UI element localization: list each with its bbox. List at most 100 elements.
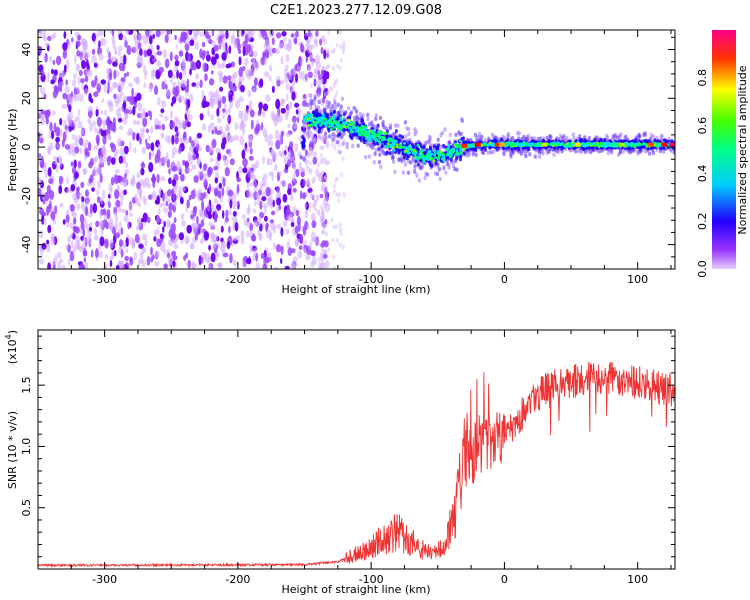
noise-speckle — [253, 50, 258, 58]
noise-speckle — [313, 151, 318, 157]
noise-speckle — [273, 266, 279, 269]
noise-speckle — [232, 85, 238, 92]
noise-speckle — [179, 136, 182, 143]
noise-speckle — [134, 233, 140, 244]
noise-speckle — [330, 217, 334, 223]
noise-speckle — [145, 138, 148, 146]
noise-speckle — [196, 132, 203, 139]
noise-speckle — [184, 113, 187, 121]
noise-speckle — [84, 261, 88, 269]
noise-speckle — [137, 102, 143, 112]
noise-speckle — [214, 250, 219, 261]
noise-speckle — [172, 81, 177, 89]
noise-speckle — [311, 220, 317, 229]
noise-speckle — [93, 234, 99, 241]
noise-speckle — [238, 56, 242, 66]
noise-speckle — [128, 106, 132, 115]
noise-speckle — [93, 91, 99, 98]
noise-speckle — [264, 256, 270, 264]
noise-speckle — [50, 236, 56, 246]
trace-halo — [440, 130, 444, 136]
noise-speckle — [339, 44, 342, 50]
noise-speckle — [317, 257, 321, 263]
trace-band — [462, 136, 465, 141]
noise-speckle — [156, 238, 162, 248]
trace-halo — [324, 131, 328, 136]
noise-speckle — [287, 123, 291, 129]
noise-speckle — [187, 259, 191, 269]
trace-halo — [578, 134, 582, 139]
noise-speckle — [189, 68, 192, 76]
noise-speckle — [181, 185, 186, 192]
trace-core — [407, 151, 411, 155]
noise-speckle — [108, 72, 113, 81]
noise-speckle — [146, 216, 151, 224]
noise-speckle — [113, 211, 118, 217]
trace-band — [416, 147, 420, 152]
noise-speckle — [320, 186, 324, 192]
trace-halo — [377, 146, 382, 151]
noise-speckle — [294, 225, 299, 235]
noise-speckle — [187, 53, 191, 63]
noise-speckle — [246, 181, 250, 189]
noise-speckle — [240, 236, 245, 245]
trace-halo — [309, 140, 313, 145]
noise-speckle — [79, 137, 84, 146]
noise-speckle — [292, 187, 297, 193]
noise-speckle — [137, 202, 141, 208]
noise-speckle — [204, 73, 208, 82]
noise-speckle — [257, 110, 261, 117]
noise-speckle — [295, 73, 298, 83]
noise-speckle — [159, 113, 164, 118]
noise-speckle — [248, 100, 253, 109]
trace-halo — [611, 136, 615, 141]
noise-speckle — [76, 244, 80, 250]
noise-speckle — [301, 192, 307, 200]
noise-speckle — [307, 66, 311, 72]
noise-speckle — [139, 48, 143, 56]
trace-halo — [442, 166, 446, 171]
noise-speckle — [232, 210, 237, 217]
noise-speckle — [330, 87, 334, 92]
noise-speckle — [342, 46, 346, 52]
noise-speckle — [209, 122, 215, 130]
noise-speckle — [172, 255, 178, 261]
trace-halo — [313, 96, 317, 102]
noise-speckle — [114, 232, 120, 239]
noise-speckle — [168, 168, 171, 175]
noise-speckle — [166, 89, 170, 97]
noise-speckle — [177, 127, 180, 137]
noise-speckle — [62, 42, 68, 51]
noise-speckle — [87, 141, 92, 152]
trace-halo — [541, 151, 545, 156]
noise-speckle — [151, 190, 157, 196]
noise-speckle — [40, 70, 45, 76]
noise-speckle — [84, 147, 89, 156]
noise-speckle — [90, 181, 96, 187]
noise-speckle — [184, 42, 190, 52]
noise-speckle — [82, 168, 87, 176]
noise-speckle — [168, 202, 174, 212]
noise-speckle — [232, 259, 238, 267]
noise-speckle — [172, 260, 176, 268]
noise-speckle — [236, 183, 240, 194]
trace-band — [342, 112, 346, 117]
trace-band — [371, 140, 375, 145]
noise-speckle — [280, 79, 285, 85]
trace-band — [322, 124, 326, 129]
noise-speckle — [302, 93, 307, 100]
noise-speckle — [315, 168, 319, 177]
noise-speckle — [80, 38, 86, 46]
noise-speckle — [192, 262, 197, 269]
noise-speckle — [124, 40, 128, 48]
noise-speckle — [238, 66, 244, 78]
signal-trace — [300, 93, 675, 183]
noise-speckle — [156, 195, 160, 204]
noise-speckle — [203, 178, 208, 189]
noise-speckle — [69, 222, 74, 229]
noise-speckle — [107, 194, 111, 199]
noise-speckle — [216, 60, 220, 69]
noise-speckle — [299, 61, 303, 67]
noise-speckle — [114, 189, 120, 200]
noise-speckle — [310, 131, 313, 137]
